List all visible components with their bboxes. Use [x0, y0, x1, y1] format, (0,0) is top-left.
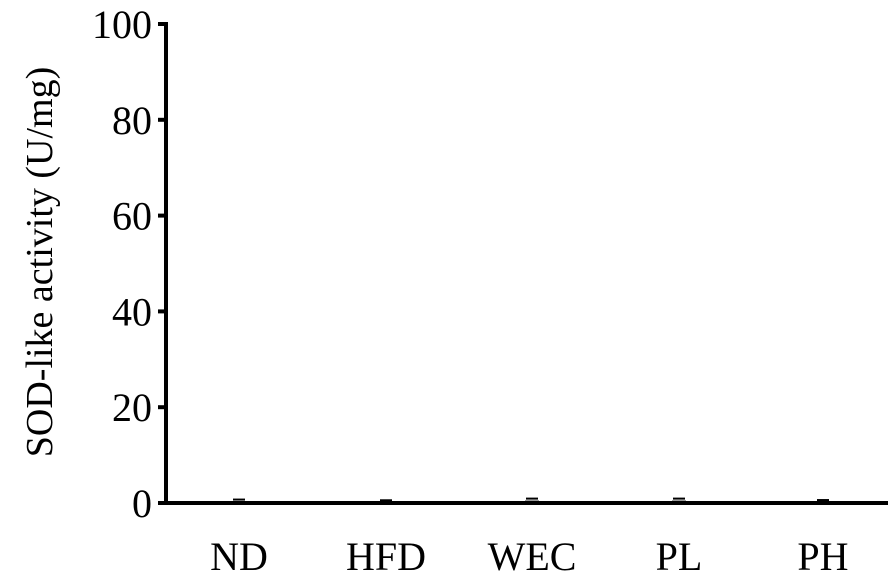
- y-tick-label: 20: [112, 385, 152, 430]
- bar: [232, 502, 246, 503]
- y-tick-label: 0: [132, 481, 152, 526]
- x-tick-labels: ND HFD WEC PL PH: [210, 534, 848, 579]
- y-axis-title: SOD-like activity (U/mg): [19, 67, 61, 457]
- y-tick-label: 100: [92, 2, 152, 47]
- bar: [672, 501, 686, 503]
- x-tick-label: HFD: [346, 534, 426, 579]
- x-tick-label: ND: [210, 534, 268, 579]
- x-axis: ND HFD WEC PL PH: [164, 503, 888, 579]
- y-ticks: 0 20 40 60 80 100: [92, 2, 166, 526]
- bar: [816, 502, 830, 503]
- x-tick-label: PL: [656, 534, 703, 579]
- y-tick-label: 80: [112, 98, 152, 143]
- x-tick-label: PH: [797, 534, 848, 579]
- x-tick-label: WEC: [488, 534, 577, 579]
- y-tick-label: 60: [112, 194, 152, 239]
- y-axis: 0 20 40 60 80 100: [92, 2, 166, 526]
- bar: [379, 502, 393, 503]
- y-tick-label: 40: [112, 289, 152, 334]
- bar: [525, 501, 539, 503]
